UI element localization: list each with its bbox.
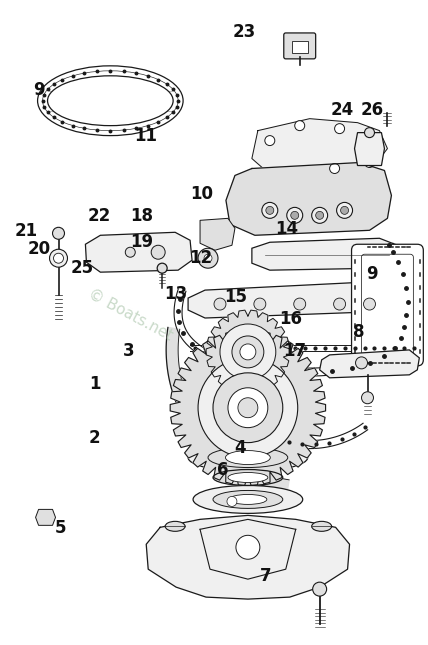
Circle shape [240, 344, 256, 360]
Text: 26: 26 [360, 101, 383, 119]
Text: 2: 2 [89, 429, 100, 447]
Circle shape [220, 324, 276, 380]
Circle shape [316, 212, 324, 219]
Text: 9: 9 [366, 265, 377, 283]
Text: 11: 11 [134, 127, 157, 145]
Circle shape [287, 208, 303, 223]
Circle shape [363, 298, 375, 310]
Circle shape [227, 497, 237, 506]
Text: 18: 18 [130, 208, 153, 225]
Circle shape [360, 135, 369, 146]
Circle shape [362, 392, 374, 404]
Ellipse shape [208, 448, 288, 468]
Circle shape [125, 247, 135, 257]
Text: 14: 14 [275, 221, 298, 238]
Text: 25: 25 [70, 259, 93, 277]
Text: 23: 23 [232, 23, 256, 41]
Circle shape [262, 203, 278, 219]
Polygon shape [170, 330, 326, 486]
Text: 1: 1 [89, 375, 100, 393]
Ellipse shape [188, 444, 308, 471]
Text: 24: 24 [330, 101, 354, 119]
Text: 13: 13 [164, 284, 187, 303]
Polygon shape [166, 328, 289, 491]
Text: 15: 15 [224, 288, 247, 306]
Circle shape [265, 135, 275, 146]
Text: 22: 22 [87, 208, 110, 225]
Circle shape [157, 263, 167, 273]
Ellipse shape [229, 495, 267, 504]
Circle shape [295, 121, 305, 131]
Ellipse shape [193, 486, 303, 513]
Text: 17: 17 [283, 342, 306, 361]
Polygon shape [252, 238, 398, 270]
Polygon shape [226, 163, 392, 235]
Circle shape [254, 298, 266, 310]
Text: 19: 19 [130, 233, 153, 251]
Text: 3: 3 [123, 342, 134, 361]
Circle shape [365, 128, 374, 137]
Ellipse shape [312, 521, 332, 531]
Text: 6: 6 [217, 461, 228, 479]
Circle shape [53, 227, 65, 239]
Text: © Boats.net: © Boats.net [86, 286, 175, 343]
Polygon shape [354, 133, 384, 166]
Ellipse shape [213, 490, 283, 508]
Circle shape [214, 298, 226, 310]
Polygon shape [320, 350, 419, 378]
Ellipse shape [165, 521, 185, 531]
Circle shape [151, 245, 165, 259]
Circle shape [238, 398, 258, 418]
Polygon shape [36, 510, 56, 525]
Circle shape [313, 582, 327, 596]
Ellipse shape [48, 76, 173, 126]
Circle shape [228, 388, 268, 428]
FancyBboxPatch shape [292, 41, 308, 53]
Circle shape [330, 164, 339, 174]
Circle shape [294, 298, 306, 310]
Circle shape [213, 373, 283, 442]
Text: 16: 16 [279, 310, 302, 328]
Circle shape [341, 206, 348, 214]
Circle shape [333, 298, 345, 310]
Circle shape [365, 157, 374, 168]
Circle shape [198, 358, 298, 457]
Polygon shape [252, 119, 387, 179]
Circle shape [198, 248, 218, 268]
Ellipse shape [228, 473, 268, 482]
Text: 21: 21 [15, 223, 38, 240]
Text: 10: 10 [190, 185, 213, 203]
FancyBboxPatch shape [351, 244, 423, 366]
Circle shape [291, 212, 299, 219]
Text: 5: 5 [55, 519, 66, 537]
Text: 7: 7 [259, 568, 271, 586]
Polygon shape [86, 232, 192, 272]
Polygon shape [146, 515, 350, 599]
Text: 8: 8 [353, 323, 365, 341]
Text: 4: 4 [234, 439, 245, 457]
Circle shape [54, 253, 63, 263]
Ellipse shape [213, 470, 283, 486]
Ellipse shape [226, 451, 270, 464]
Circle shape [50, 249, 68, 267]
Polygon shape [200, 219, 235, 250]
Circle shape [266, 206, 274, 214]
Circle shape [236, 535, 260, 559]
Text: 12: 12 [190, 249, 213, 267]
Circle shape [335, 124, 345, 134]
Circle shape [232, 336, 264, 368]
Text: 20: 20 [27, 239, 51, 257]
Polygon shape [236, 352, 260, 410]
Polygon shape [206, 310, 290, 393]
Circle shape [336, 203, 353, 219]
Text: 9: 9 [33, 81, 45, 99]
Circle shape [312, 208, 327, 223]
Polygon shape [188, 282, 389, 318]
Polygon shape [234, 412, 262, 457]
Circle shape [204, 254, 212, 263]
Circle shape [356, 357, 368, 369]
FancyBboxPatch shape [284, 33, 316, 59]
